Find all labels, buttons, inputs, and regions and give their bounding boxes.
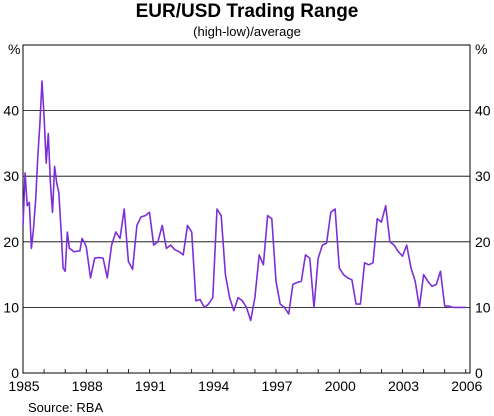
y-tick-right-10: 10: [475, 299, 491, 315]
y-tick-right-40: 40: [475, 103, 491, 119]
y-tick-right-20: 20: [475, 234, 491, 250]
x-tick-label-1991: 1991: [135, 378, 166, 394]
x-tick-label-2003: 2003: [388, 378, 419, 394]
source-note: Source: RBA: [28, 400, 104, 415]
y-tick-left-20: 20: [3, 234, 19, 250]
x-tick-label-1988: 1988: [72, 378, 103, 394]
y-unit-left: %: [8, 41, 20, 57]
x-tick-label-1994: 1994: [198, 378, 229, 394]
y-unit-right: %: [475, 41, 487, 57]
x-tick-labels: 1985 1988 1991 1994 1997 2000 2003 2006: [8, 369, 483, 394]
y-tick-left-30: 30: [3, 168, 19, 184]
y-tick-right-0: 0: [475, 365, 483, 381]
x-tick-label-2000: 2000: [325, 378, 356, 394]
y-tick-left-10: 10: [3, 299, 19, 315]
x-tick-label-1985: 1985: [8, 378, 39, 394]
y-tick-left-40: 40: [3, 103, 19, 119]
y-tick-left-0: 0: [11, 365, 19, 381]
chart-subtitle: (high-low)/average: [193, 24, 301, 39]
series-line: [22, 80, 466, 322]
plot-frame: [22, 44, 471, 374]
chart-title: EUR/USD Trading Range: [135, 1, 359, 22]
y-tick-labels: 0 0 10 10 20 20 30 30 40 40: [3, 103, 490, 381]
x-tick-label-2006: 2006: [451, 378, 482, 394]
y-tick-right-30: 30: [475, 168, 491, 184]
x-tick-label-1997: 1997: [261, 378, 292, 394]
